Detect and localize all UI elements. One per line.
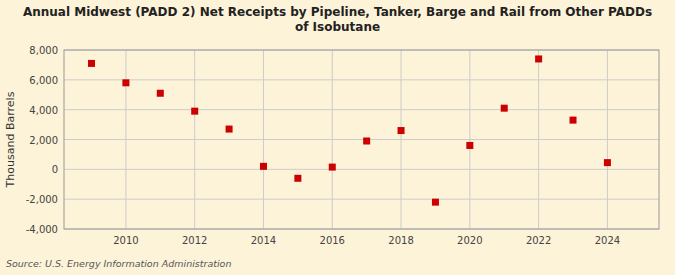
point xyxy=(501,105,508,112)
x-grid-line xyxy=(263,50,264,229)
point xyxy=(363,137,370,144)
point xyxy=(294,175,301,182)
x-tick-label: 2020 xyxy=(457,235,482,246)
x-grid-line xyxy=(194,50,195,229)
y-tick-label: 2,000 xyxy=(29,135,58,146)
points xyxy=(88,55,611,205)
plot-frame xyxy=(64,50,659,229)
point xyxy=(466,142,473,149)
title-line: of Isobutane xyxy=(295,20,380,34)
y-grid-line xyxy=(64,199,659,200)
x-tick-label: 2012 xyxy=(182,235,207,246)
point xyxy=(157,90,164,97)
background xyxy=(0,0,675,275)
y-axis-label: Thousand Barrels xyxy=(4,91,17,188)
y-grid-line xyxy=(64,79,659,80)
point xyxy=(604,159,611,166)
point xyxy=(191,108,198,115)
y-tick-label: 4,000 xyxy=(29,105,58,116)
chart: Annual Midwest (PADD 2) Net Receipts by … xyxy=(0,0,675,275)
point xyxy=(226,126,233,133)
x-tick-label: 2010 xyxy=(113,235,138,246)
x-grid-line xyxy=(538,50,539,229)
point xyxy=(329,164,336,171)
y-grid-line xyxy=(64,139,659,140)
y-grid-line xyxy=(64,109,659,110)
point xyxy=(570,117,577,124)
y-tick-label: -2,000 xyxy=(26,194,58,205)
x-grid-line xyxy=(469,50,470,229)
y-tick-label: 0 xyxy=(52,164,58,175)
point xyxy=(535,55,542,62)
x-grid-line xyxy=(401,50,402,229)
y-tick-label: -4,000 xyxy=(26,224,58,235)
x-tick-label: 2022 xyxy=(526,235,551,246)
x-tick-label: 2018 xyxy=(388,235,413,246)
point xyxy=(432,199,439,206)
x-grid-line xyxy=(125,50,126,229)
y-grid-line xyxy=(64,169,659,170)
point xyxy=(260,163,267,170)
title-line: Annual Midwest (PADD 2) Net Receipts by … xyxy=(23,5,652,19)
x-grid-line xyxy=(607,50,608,229)
y-tick-label: 8,000 xyxy=(29,45,58,56)
x-tick-label: 2014 xyxy=(251,235,276,246)
point xyxy=(122,79,129,86)
point xyxy=(88,60,95,67)
y-tick-label: 6,000 xyxy=(29,75,58,86)
grid xyxy=(64,50,659,229)
x-grid-line xyxy=(332,50,333,229)
source: Source: U.S. Energy Information Administ… xyxy=(6,258,231,269)
point xyxy=(398,127,405,134)
x-tick-label: 2024 xyxy=(595,235,620,246)
title: Annual Midwest (PADD 2) Net Receipts by … xyxy=(23,5,652,34)
x-tick-label: 2016 xyxy=(320,235,345,246)
